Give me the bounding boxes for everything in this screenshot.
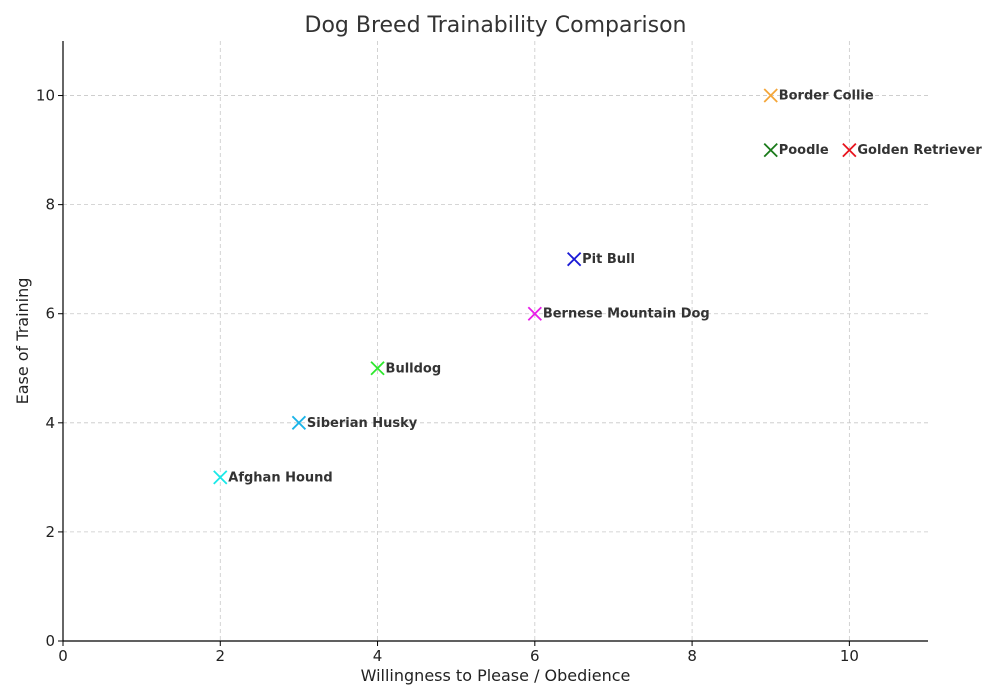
y-tick-label: 10: [36, 87, 55, 105]
y-tick-label: 8: [45, 196, 55, 214]
point-marker-stroke: [763, 142, 778, 158]
y-axis-label: Ease of Training: [13, 278, 32, 405]
data-point: [527, 306, 542, 321]
x-tick-label: 10: [840, 647, 859, 665]
y-tick-label: 6: [45, 305, 55, 323]
x-tick-label: 4: [373, 647, 383, 665]
x-axis-label: Willingness to Please / Obedience: [361, 666, 631, 685]
point-label: Golden Retriever: [857, 143, 982, 158]
point-marker-stroke: [566, 252, 582, 267]
data-point: [763, 88, 778, 103]
point-label: Siberian Husky: [307, 416, 418, 431]
point-label: Bernese Mountain Dog: [543, 307, 710, 322]
point-marker-stroke: [763, 88, 778, 103]
y-tick-label: 4: [45, 414, 55, 432]
data-point: [213, 470, 228, 485]
point-label: Poodle: [779, 143, 829, 158]
ticks-layer: 0 2 4 6 8 10 0 2 4 6 8 10: [36, 87, 859, 665]
y-tick-label: 2: [45, 523, 55, 541]
point-marker-stroke: [842, 142, 857, 158]
point-label: Pit Bull: [582, 252, 635, 267]
point-label: Border Collie: [779, 89, 874, 104]
axes-layer: [62, 41, 928, 642]
point-marker-stroke: [213, 470, 228, 485]
y-tick-label: 0: [45, 632, 55, 650]
data-point: [842, 142, 857, 158]
point-marker-stroke: [370, 361, 385, 376]
data-point: [291, 415, 307, 430]
x-tick-label: 8: [687, 647, 697, 665]
point-labels-layer: Border Collie Poodle Golden Retriever Pit B…: [228, 89, 982, 486]
point-label: Afghan Hound: [228, 470, 332, 485]
chart-title: Dog Breed Trainability Comparison: [305, 13, 687, 38]
data-point: [370, 361, 385, 376]
data-point: [566, 252, 582, 267]
points-layer: [213, 88, 857, 485]
data-point: [763, 142, 778, 158]
point-label: Bulldog: [386, 361, 442, 376]
point-marker-stroke: [291, 415, 307, 430]
point-marker-stroke: [527, 306, 542, 321]
grid-layer: [63, 41, 928, 641]
x-tick-label: 6: [530, 647, 540, 665]
x-tick-label: 2: [215, 647, 225, 665]
x-tick-label: 0: [58, 647, 68, 665]
